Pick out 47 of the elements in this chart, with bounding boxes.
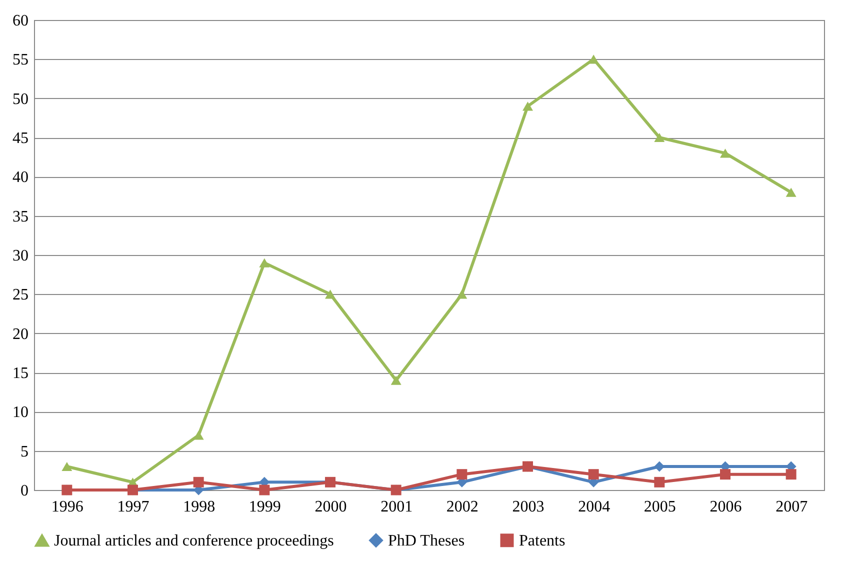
y-tick-label: 25 — [12, 286, 28, 304]
point — [522, 102, 533, 111]
y-tick-label: 15 — [12, 365, 28, 382]
point — [62, 462, 72, 472]
point — [654, 461, 665, 472]
y-tick-label: 55 — [12, 52, 28, 69]
point — [193, 476, 204, 488]
legend-label: PhD Theses — [388, 532, 465, 550]
x-tick-label: 1998 — [183, 498, 216, 516]
y-tick-label: 35 — [12, 208, 28, 226]
x-tick-label: 2000 — [314, 498, 347, 516]
point — [456, 469, 468, 480]
point — [390, 376, 402, 385]
y-tick-label: 5 — [20, 443, 28, 460]
point — [325, 290, 336, 299]
point — [259, 258, 270, 268]
y-tick-label: 40 — [12, 169, 28, 186]
x-tick-label: 2002 — [446, 498, 478, 516]
legend-label: Journal articles and conference proceedings — [54, 532, 334, 550]
legend-label: Patents — [519, 532, 566, 550]
point — [720, 148, 730, 158]
point — [654, 476, 665, 488]
x-tick-label: 2007 — [776, 498, 808, 516]
x-tick-label: 2004 — [578, 498, 610, 516]
point — [259, 484, 270, 496]
point — [588, 469, 599, 480]
y-tick-label: 10 — [12, 404, 28, 422]
x-tick-label: 2005 — [644, 498, 676, 516]
x-tick-label: 2006 — [710, 498, 742, 516]
point — [786, 469, 796, 480]
x-tick-label: 1999 — [248, 498, 281, 516]
point — [588, 54, 599, 64]
y-tick-label: 20 — [12, 326, 28, 343]
y-tick-label: 60 — [12, 12, 28, 30]
point — [193, 430, 204, 440]
point — [456, 290, 468, 299]
y-tick-label: 45 — [12, 130, 28, 147]
x-tick-label: 2003 — [512, 498, 544, 516]
y-tick-label: 50 — [12, 90, 28, 108]
x-tick-label: 2001 — [380, 498, 413, 516]
point — [786, 188, 796, 197]
point — [654, 132, 665, 142]
x-tick-label: 1996 — [51, 498, 84, 516]
y-tick-label: 0 — [20, 482, 28, 500]
x-tick-label: 1997 — [117, 498, 150, 516]
y-tick-label: 30 — [12, 248, 28, 264]
point — [720, 469, 730, 480]
